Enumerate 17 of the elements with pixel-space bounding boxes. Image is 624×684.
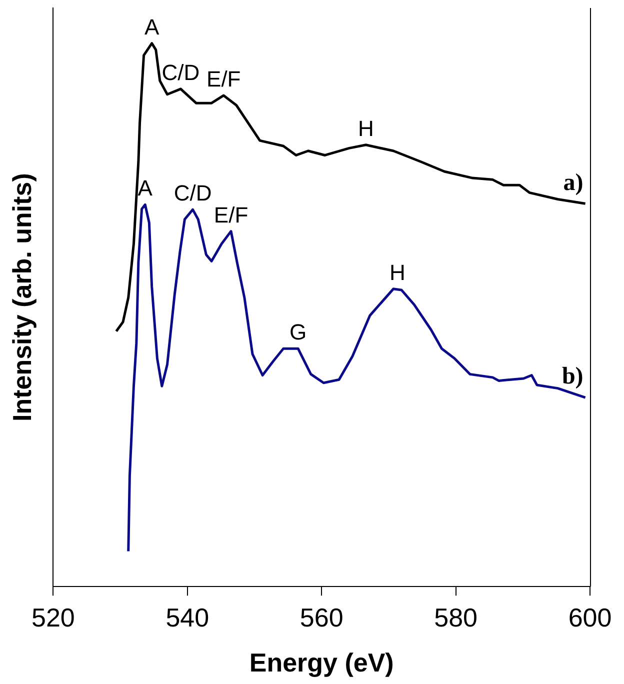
annotation: C/D bbox=[174, 180, 212, 206]
annotation: E/F bbox=[214, 202, 248, 228]
annotation: E/F bbox=[206, 66, 241, 92]
annotation: A bbox=[144, 14, 160, 40]
x-tick-label: 540 bbox=[166, 602, 210, 632]
annotation: C/D bbox=[162, 60, 200, 86]
x-tick-label: 580 bbox=[434, 602, 478, 632]
annotation: H bbox=[358, 116, 374, 141]
series-label: b) bbox=[562, 364, 584, 390]
annotation: G bbox=[290, 320, 307, 345]
series-label: a) bbox=[563, 170, 584, 196]
x-tick-label: 560 bbox=[300, 602, 344, 632]
annotation: H bbox=[389, 260, 406, 285]
x-axis-title: Energy (eV) bbox=[249, 648, 394, 678]
x-tick-label: 600 bbox=[568, 602, 612, 632]
y-axis-title: Intensity (arb. units) bbox=[6, 173, 37, 422]
x-tick-label: 520 bbox=[32, 602, 75, 632]
